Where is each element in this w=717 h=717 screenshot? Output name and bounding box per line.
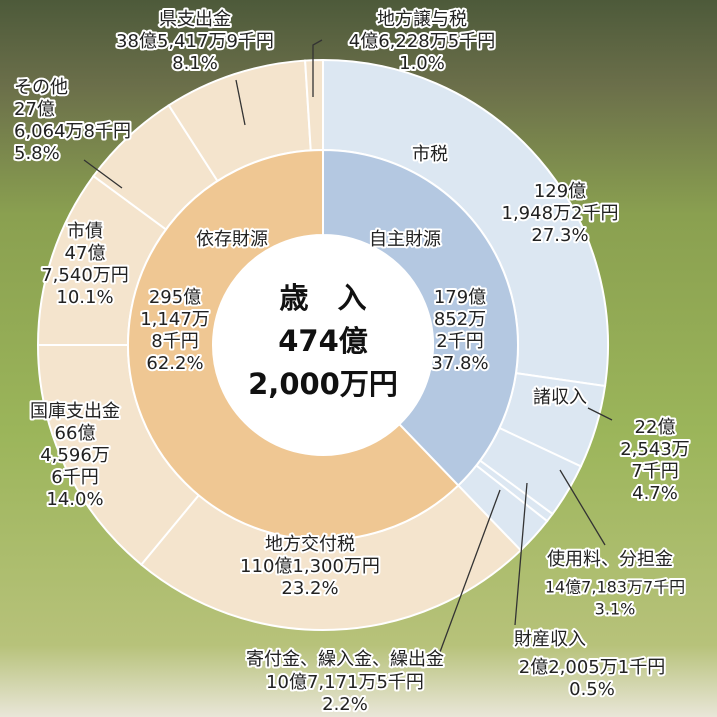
amount-label: 7,540万円 (41, 265, 129, 286)
amount-label: 8千円 (151, 331, 198, 352)
percent-label: 4.7% (632, 483, 678, 504)
percent-label: 0.5% (569, 679, 615, 700)
amount-label: 38億5,417万9千円 (116, 31, 274, 52)
amount-label: 129億 (534, 181, 586, 202)
category-label: 地方交付税 (265, 534, 355, 555)
amount-label: 6,064万8千円 (14, 121, 131, 142)
amount-label: 295億 (149, 287, 201, 308)
amount-label: 4億6,228万5千円 (349, 31, 495, 52)
amount-label: 7千円 (631, 461, 678, 482)
chart: 歳 入 474億 2,000万円 市税 129億1,948万2千円27.3% 諸収入 22億… (0, 0, 717, 717)
category-label: 使用料、分担金 (547, 549, 673, 570)
amount-label: 110億1,300万円 (240, 556, 380, 577)
percent-label: 10.1% (56, 287, 113, 308)
percent-label: 2.2% (322, 694, 368, 715)
percent-label: 3.1% (595, 600, 636, 619)
percent-label: 37.8% (431, 353, 488, 374)
amount-label: 2,543万 (620, 439, 690, 460)
category-label: 依存財源 (196, 229, 268, 250)
amount-label: 2千円 (436, 331, 483, 352)
amount-label: 6千円 (51, 467, 98, 488)
category-label: その他 (14, 77, 68, 98)
amount-label: 179億 (434, 287, 486, 308)
center-label: 歳 入 (279, 281, 366, 315)
amount-label: 4,596万 (40, 445, 110, 466)
percent-label: 62.2% (146, 353, 203, 374)
amount-label: 22億 (635, 417, 676, 438)
category-label: 県支出金 (159, 9, 231, 30)
percent-label: 1.0% (399, 53, 445, 74)
amount-label: 2億2,005万1千円 (519, 657, 665, 678)
amount-label: 47億 (65, 243, 106, 264)
amount-label: 1,948万2千円 (502, 203, 619, 224)
category-label: 市税 (412, 144, 448, 165)
category-label: 国庫支出金 (30, 401, 120, 422)
percent-label: 14.0% (46, 489, 103, 510)
category-label: 市債 (67, 221, 103, 242)
amount-label: 14億7,183万7千円 (545, 578, 685, 597)
amount-label: 852万 (434, 309, 486, 330)
category-label: 財産収入 (514, 629, 586, 650)
percent-label: 23.2% (281, 578, 338, 599)
percent-label: 27.3% (531, 225, 588, 246)
amount-label: 10億7,171万5千円 (266, 672, 424, 693)
amount-label: 27億 (14, 99, 55, 120)
center-label: 474億 (278, 324, 368, 358)
amount-label: 66億 (55, 423, 96, 444)
center-label: 2,000万円 (248, 367, 398, 401)
leader-line (560, 470, 605, 545)
category-label: 寄付金、繰入金、繰出金 (246, 649, 444, 670)
percent-label: 5.8% (14, 143, 60, 164)
category-label: 自主財源 (369, 229, 441, 250)
amount-label: 1,147万 (140, 309, 210, 330)
category-label: 諸収入 (533, 387, 587, 408)
category-label: 地方譲与税 (377, 9, 467, 30)
percent-label: 8.1% (172, 53, 218, 74)
